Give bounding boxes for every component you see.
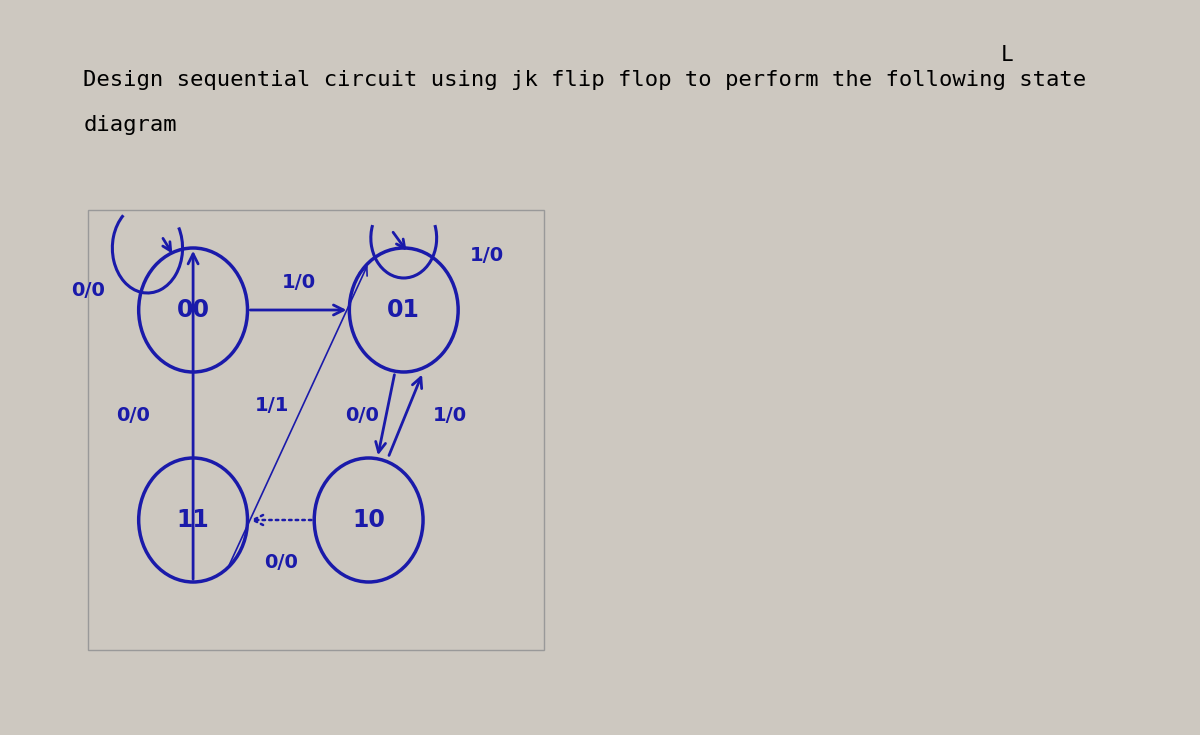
Text: 1/1: 1/1 [254,395,289,415]
Text: 0/0: 0/0 [116,406,150,425]
Text: diagram: diagram [83,115,178,135]
Text: L: L [1001,45,1014,65]
Text: 1/0: 1/0 [281,273,316,292]
Text: 0/0: 0/0 [71,281,104,299]
Bar [88,210,544,650]
Text: 0/0: 0/0 [344,406,378,425]
Text: 1/0: 1/0 [470,245,504,265]
Text: 0/0: 0/0 [264,553,298,572]
Text: 11: 11 [176,508,210,532]
Text: 1/0: 1/0 [432,406,467,425]
Text: 10: 10 [353,508,385,532]
Text: 00: 00 [176,298,210,322]
Text: Design sequential circuit using jk flip flop to perform the following state: Design sequential circuit using jk flip … [83,70,1086,90]
Text: 01: 01 [388,298,420,322]
